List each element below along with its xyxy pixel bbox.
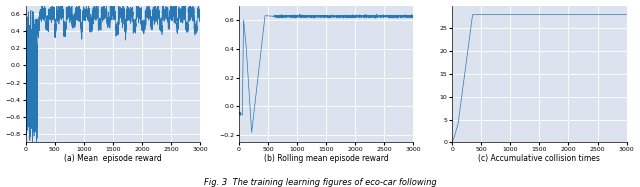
X-axis label: (b) Rolling mean episode reward: (b) Rolling mean episode reward [264, 154, 388, 163]
Text: Fig. 3  The training learning figures of eco-car following: Fig. 3 The training learning figures of … [204, 178, 436, 187]
X-axis label: (c) Accumulative collision times: (c) Accumulative collision times [479, 154, 600, 163]
X-axis label: (a) Mean  episode reward: (a) Mean episode reward [64, 154, 162, 163]
